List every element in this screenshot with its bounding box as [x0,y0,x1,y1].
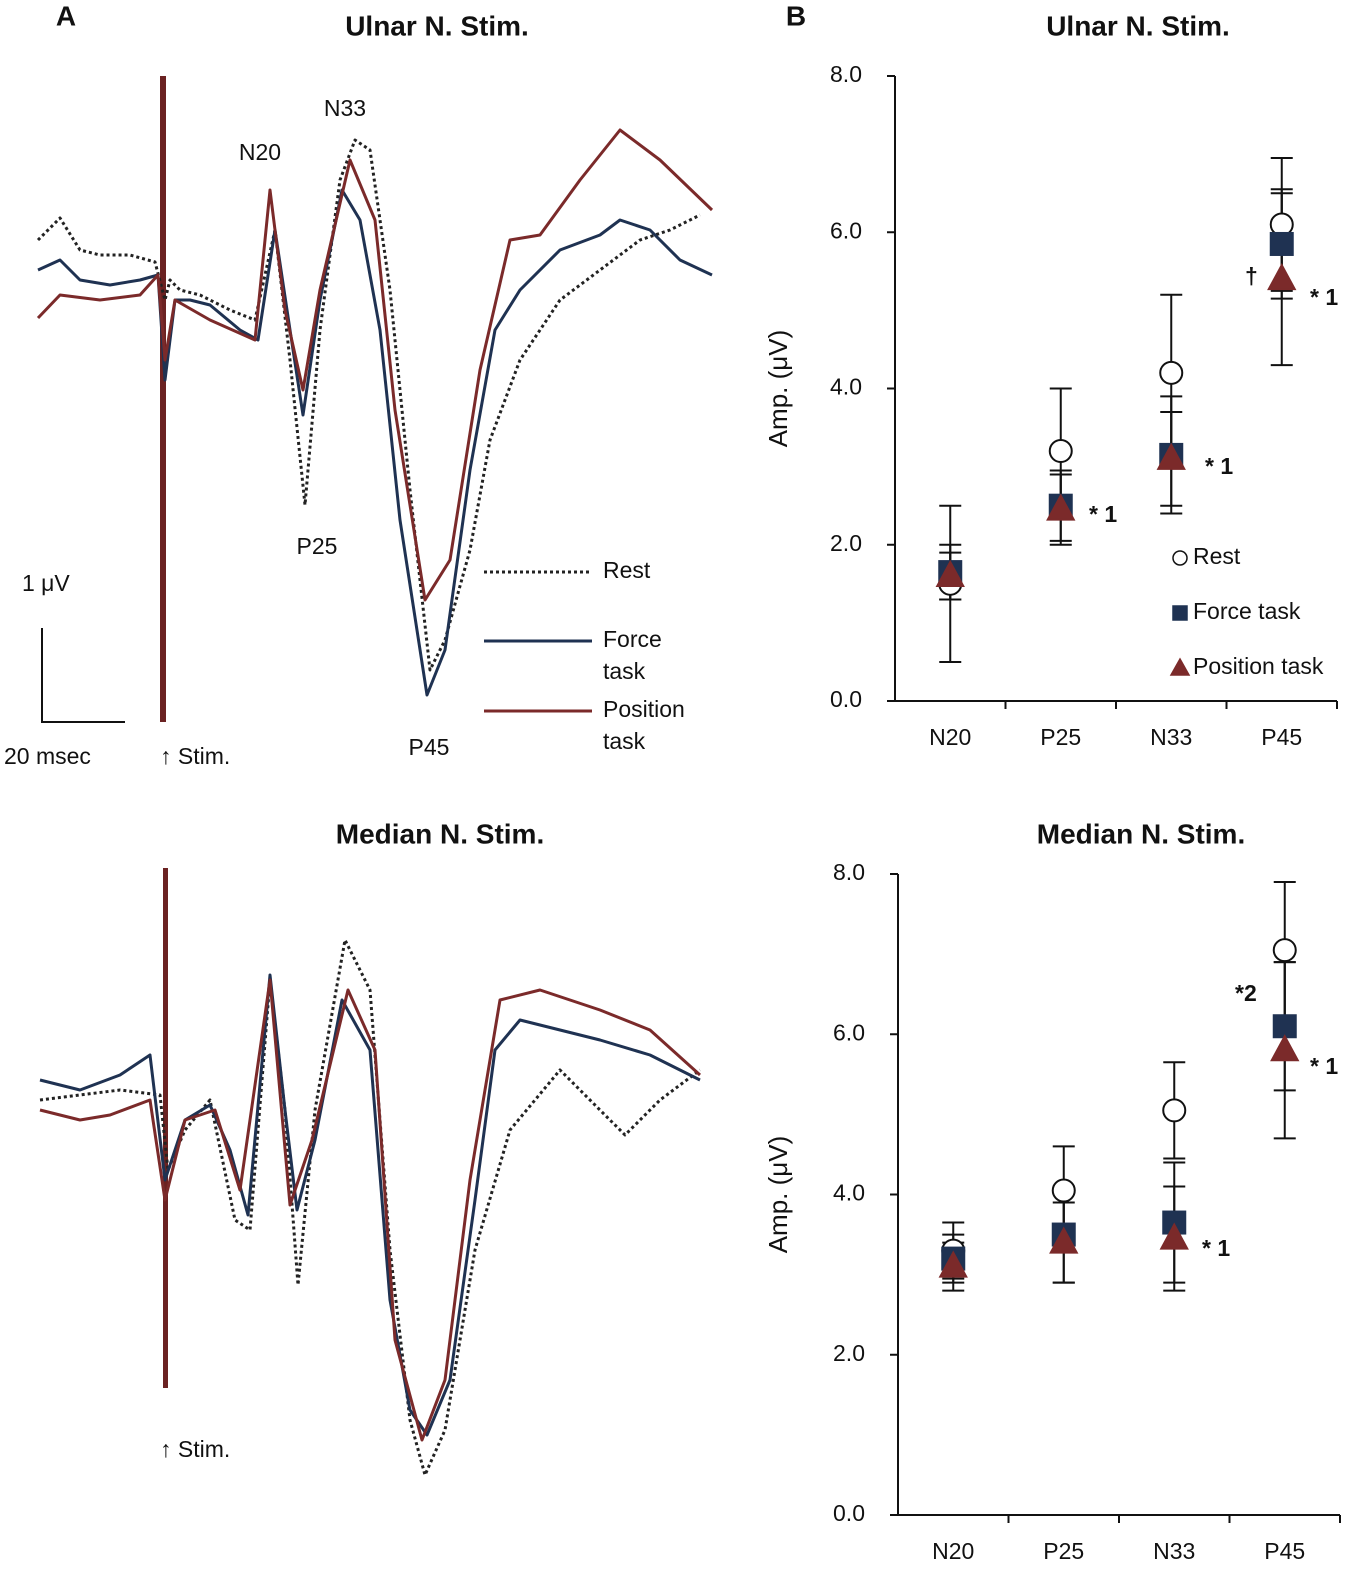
trace-position [39,978,702,1442]
panel-label: B [786,0,806,31]
y-tick-label: 0.0 [833,1500,865,1526]
marker [1156,442,1186,470]
peak-label: N33 [324,95,366,121]
y-tick-label: 2.0 [830,530,862,556]
trace-rest [39,938,701,1477]
stim-artifact [163,868,168,1388]
x-tick-label: N20 [932,1538,974,1564]
stim-artifact [160,76,166,722]
marker [1272,1014,1297,1039]
annotation: * 1 [1202,1235,1230,1261]
legend-label: Rest [603,557,651,583]
marker [1270,1034,1300,1062]
panel-label: A [56,0,76,31]
legend-label: Position [603,696,685,722]
y-axis-label: Amp. (μV) [763,330,793,448]
panel-title: Median N. Stim. [336,818,544,849]
y-tick-label: 8.0 [830,61,862,87]
y-tick-label: 2.0 [833,1340,865,1366]
annotation: * 1 [1205,453,1233,479]
x-tick-label: P45 [1261,724,1302,750]
marker [1272,938,1297,963]
peak-label: P25 [297,533,338,559]
y-tick-label: 6.0 [830,217,862,243]
y-axis-label: Amp. (μV) [763,1136,793,1254]
y-tick-label: 4.0 [830,374,862,400]
peak-label: P45 [409,734,450,760]
legend-label: task [603,658,646,684]
chart-title: Median N. Stim. [1037,818,1245,849]
y-tick-label: 8.0 [833,859,865,885]
x-tick-label: N20 [929,724,971,750]
y-tick-label: 4.0 [833,1180,865,1206]
legend-label: Rest [1193,543,1241,569]
marker [1048,439,1073,463]
x-tick-label: N33 [1150,724,1192,750]
legend-marker [1172,605,1188,621]
marker [1267,263,1297,291]
annotation: † [1245,263,1258,289]
marker [935,559,965,587]
marker [1159,360,1184,385]
scale-label: 20 msec [4,743,91,769]
x-tick-label: P25 [1043,1538,1084,1564]
annotation: * 1 [1089,501,1117,527]
legend-marker [1172,550,1188,566]
trace-force [39,973,701,1437]
scale-label: 1 μV [22,570,70,596]
annotation: *2 [1235,980,1257,1006]
x-tick-label: P45 [1264,1538,1305,1564]
marker [1051,1178,1076,1203]
x-tick-label: N33 [1153,1538,1195,1564]
legend-label: Position task [1193,653,1324,679]
trace-position [36,128,714,602]
stim-label: ↑ Stim. [160,743,230,769]
y-tick-label: 0.0 [830,686,862,712]
annotation: * 1 [1310,284,1338,310]
panel-title: Ulnar N. Stim. [345,10,529,41]
y-tick-label: 6.0 [833,1019,865,1045]
marker [1159,1222,1189,1250]
trace-rest [36,138,701,672]
stim-label: ↑ Stim. [160,1436,230,1462]
trace-force [37,188,713,697]
legend-label: Force [603,626,662,652]
chart-title: Ulnar N. Stim. [1046,10,1230,41]
marker [1046,493,1076,521]
legend-marker [1169,657,1191,676]
legend-label: Force task [1193,598,1301,624]
marker [1269,231,1294,256]
marker [1049,1226,1079,1254]
legend-label: task [603,728,646,754]
scale-bar [41,628,125,723]
x-tick-label: P25 [1040,724,1081,750]
marker [1162,1098,1187,1123]
marker [938,1250,968,1278]
peak-label: N20 [239,139,281,165]
annotation: * 1 [1310,1053,1338,1079]
